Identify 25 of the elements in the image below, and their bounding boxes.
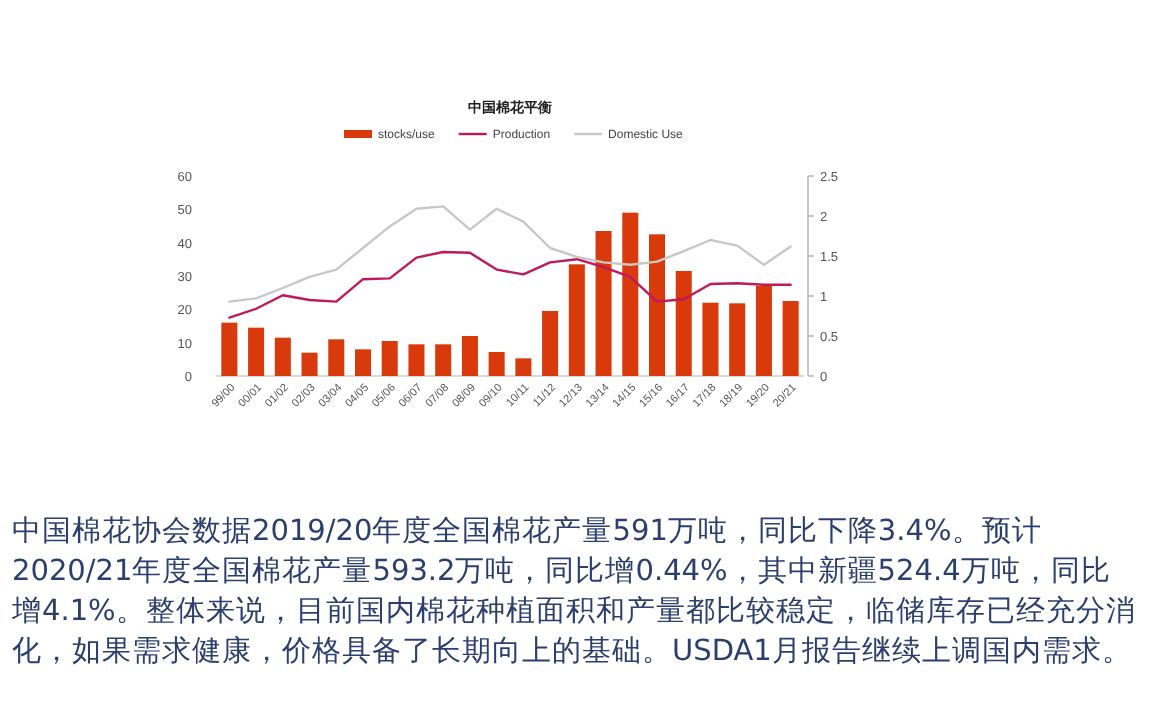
bar: [488, 352, 505, 376]
bar: [301, 352, 318, 376]
bar: [248, 327, 265, 376]
bar: [381, 341, 398, 376]
bar: [435, 344, 452, 376]
bar: [354, 349, 372, 376]
bar: [595, 231, 612, 376]
bar: [274, 337, 291, 376]
bar: [675, 271, 692, 376]
bar: [221, 322, 238, 376]
bar: [782, 301, 799, 376]
bar: [729, 303, 746, 376]
line-series: [228, 250, 792, 319]
bar: [568, 264, 585, 376]
bar: [702, 302, 719, 376]
bar: [622, 212, 639, 376]
bar: [408, 344, 425, 376]
bar: [461, 336, 478, 376]
bar: [648, 234, 666, 376]
bar: [515, 358, 532, 376]
bar: [542, 311, 559, 376]
bar: [755, 286, 772, 376]
bar: [328, 339, 345, 376]
text: 中国棉花协会数据2019/20年度全国棉花产量591万吨，同比下降3.4%。预计2020/21年度全国棉花产量593.2万吨，同比增0.44%，其中新疆524.4万吨，同比增4.1%。整体来说，目前国内棉花种植面积和产量都比较稳定，临储库存已经充分消化，如果需求健康，价格具备了长期向上的基础。USDA1月报告继续上调国内需求。: [12, 513, 1136, 672]
line-series: [228, 205, 792, 303]
